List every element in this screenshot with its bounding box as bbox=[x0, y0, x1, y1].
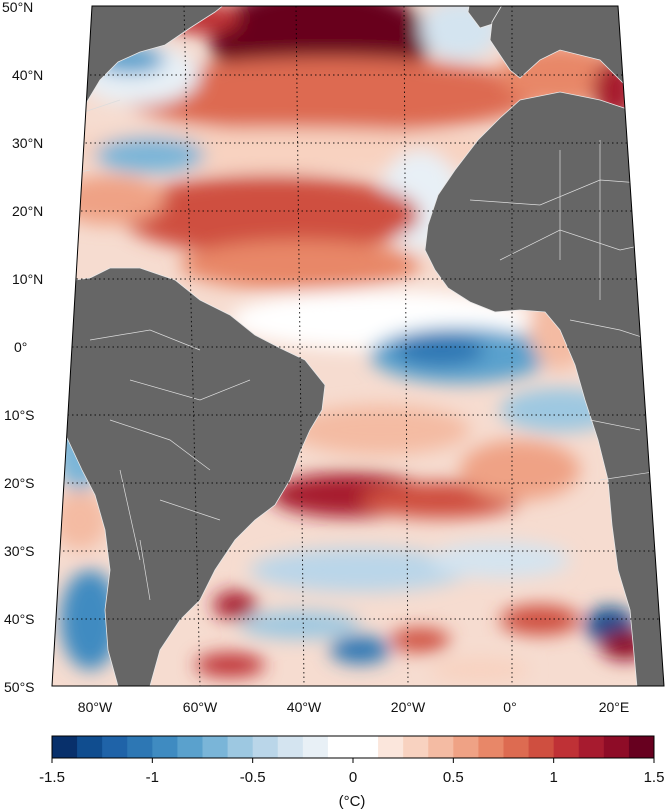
lon-label: 60°W bbox=[183, 699, 218, 715]
colorbar-tick-label: 0 bbox=[349, 769, 357, 786]
border-line bbox=[109, 419, 221, 521]
anomaly-blob bbox=[120, 175, 420, 255]
colorbar-cell bbox=[353, 736, 379, 758]
colorbar-cell bbox=[227, 736, 254, 758]
colorbar-cell bbox=[252, 736, 279, 758]
anomaly-blob bbox=[430, 542, 570, 578]
colorbar-tick-label: -1.5 bbox=[39, 769, 65, 786]
border-line bbox=[559, 140, 601, 300]
colorbar-cells bbox=[52, 736, 655, 758]
anomaly-blob bbox=[430, 658, 530, 682]
colorbar: -1.5 -1 -0.5 0 0.5 1 1.5 (°C) bbox=[39, 735, 664, 810]
colorbar-cell bbox=[302, 736, 329, 758]
graticule bbox=[52, 6, 664, 686]
lat-label: 20°N bbox=[12, 203, 43, 219]
colorbar-tick-label: 1 bbox=[549, 769, 557, 786]
colorbar-cell bbox=[378, 736, 404, 758]
colorbar-units-label: (°C) bbox=[339, 793, 366, 810]
lon-label: 40°W bbox=[287, 699, 322, 715]
lon-label: 80°W bbox=[78, 699, 113, 715]
colorbar-cell bbox=[403, 736, 429, 758]
colorbar-cell bbox=[528, 736, 555, 758]
lon-label: 20°W bbox=[391, 699, 426, 715]
colorbar-cell bbox=[202, 736, 229, 758]
anomaly-blob bbox=[500, 605, 580, 635]
colorbar-cell bbox=[478, 736, 504, 758]
lon-label: 20°E bbox=[599, 699, 630, 715]
latitude-labels: 50°N 40°N 30°N 20°N 10°N 0° 10°S 20°S 30… bbox=[2, 0, 43, 695]
anomaly-blob bbox=[95, 137, 205, 173]
colorbar-cell bbox=[77, 736, 103, 758]
lat-label: 30°S bbox=[4, 543, 35, 559]
colorbar-cell bbox=[152, 736, 178, 758]
colorbar-cell bbox=[177, 736, 203, 758]
lat-label: 50°N bbox=[2, 0, 33, 15]
colorbar-tick-label: 1.5 bbox=[644, 769, 665, 786]
colorbar-cell bbox=[603, 736, 630, 758]
colorbar-cell bbox=[453, 736, 479, 758]
colorbar-cell bbox=[127, 736, 153, 758]
anomaly-blob bbox=[390, 628, 450, 652]
anomaly-blob bbox=[330, 636, 390, 664]
anomaly-field bbox=[52, 6, 650, 682]
anomaly-blob bbox=[290, 405, 470, 455]
lon-gridline bbox=[403, 6, 409, 686]
colorbar-cell bbox=[428, 736, 454, 758]
colorbar-cell bbox=[52, 736, 78, 758]
lat-label: 10°S bbox=[4, 407, 35, 423]
lat-label: 40°S bbox=[4, 611, 35, 627]
colorbar-tick-label: -0.5 bbox=[240, 769, 266, 786]
lat-label: 30°N bbox=[12, 135, 43, 151]
anomaly-blob bbox=[195, 653, 265, 677]
colorbar-tick-label: -1 bbox=[146, 769, 159, 786]
lat-label: 50°S bbox=[4, 679, 35, 695]
colorbar-cell bbox=[327, 736, 354, 758]
border-line bbox=[89, 329, 251, 401]
colorbar-cell bbox=[628, 736, 655, 758]
lat-label: 40°N bbox=[12, 67, 43, 83]
colorbar-cell bbox=[277, 736, 304, 758]
lon-gridline bbox=[183, 6, 201, 686]
lon-gridline bbox=[295, 6, 305, 686]
anomaly-blob bbox=[395, 334, 485, 366]
anomaly-blob bbox=[460, 440, 580, 500]
colorbar-ticks: -1.5 -1 -0.5 0 0.5 1 1.5 bbox=[39, 758, 664, 786]
anomaly-blob bbox=[180, 240, 420, 290]
lon-label: 0° bbox=[503, 699, 516, 715]
south-america-landmass bbox=[52, 267, 326, 686]
colorbar-cell bbox=[553, 736, 580, 758]
anomaly-blob bbox=[52, 490, 108, 550]
anomaly-blob bbox=[60, 570, 120, 670]
colorbar-tick-label: 0.5 bbox=[443, 769, 464, 786]
colorbar-cell bbox=[503, 736, 530, 758]
lat-label: 10°N bbox=[12, 271, 43, 287]
border-line bbox=[119, 469, 151, 601]
anomaly-blob bbox=[250, 548, 470, 592]
lat-label: 20°S bbox=[4, 475, 35, 491]
colorbar-cell bbox=[102, 736, 128, 758]
anomaly-blob bbox=[213, 591, 257, 619]
longitude-labels: 80°W 60°W 40°W 20°W 0° 20°E bbox=[78, 699, 629, 715]
map-panel bbox=[52, 6, 664, 686]
map-frame bbox=[51, 5, 665, 687]
anomaly-blob bbox=[240, 611, 360, 639]
lat-label: 0° bbox=[14, 339, 27, 355]
colorbar-cell bbox=[578, 736, 605, 758]
anomaly-blob bbox=[120, 57, 540, 133]
anomaly-blob bbox=[55, 175, 165, 225]
